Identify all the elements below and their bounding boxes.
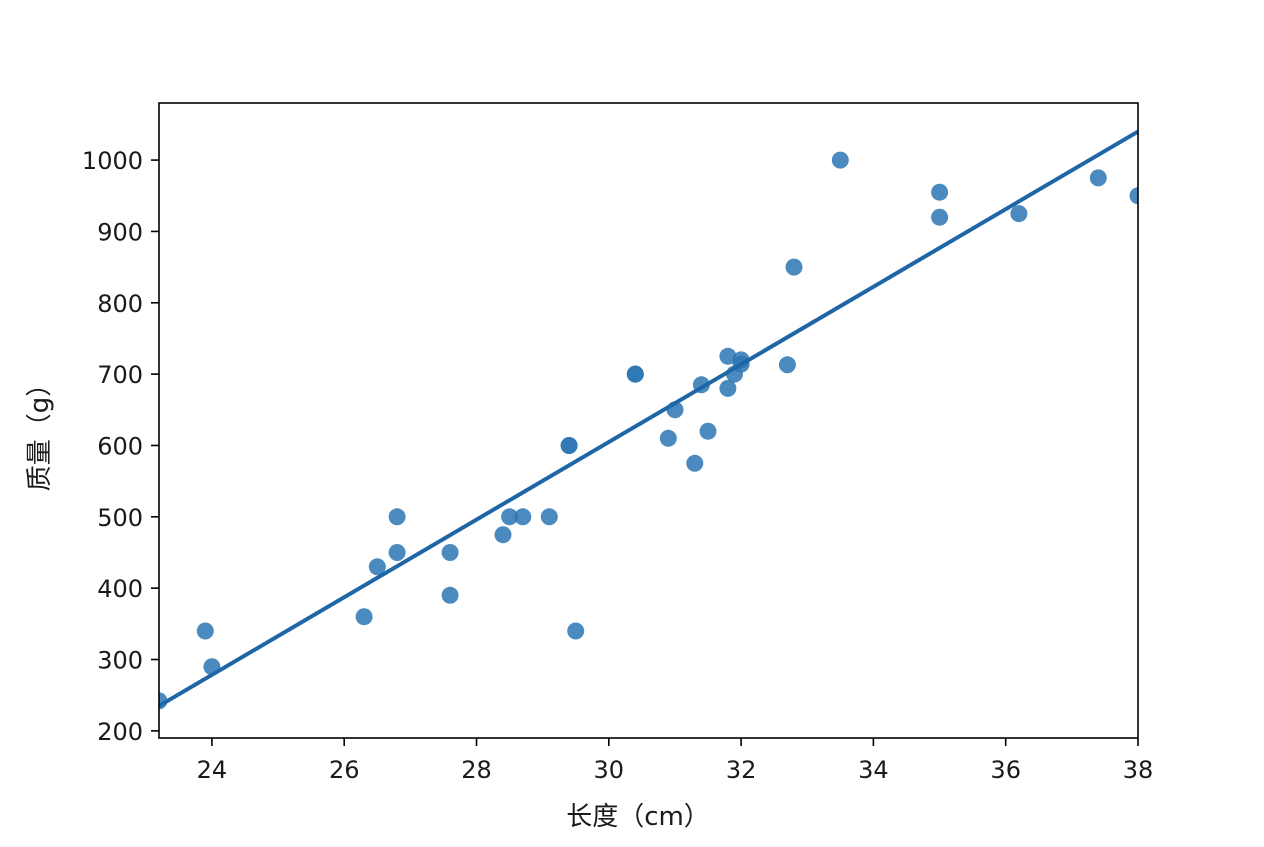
y-tick-label: 700 xyxy=(97,361,143,389)
x-tick-label: 28 xyxy=(461,756,492,784)
data-point xyxy=(355,608,373,626)
y-tick-label: 500 xyxy=(97,504,143,532)
data-point xyxy=(501,508,519,526)
data-point xyxy=(494,526,512,544)
y-tick-label: 800 xyxy=(97,290,143,318)
marks-layer xyxy=(159,129,1138,710)
y-tick-label: 300 xyxy=(97,647,143,675)
x-tick-label: 36 xyxy=(990,756,1021,784)
data-point xyxy=(1010,205,1028,223)
data-point xyxy=(196,622,214,640)
x-tick-label: 38 xyxy=(1123,756,1154,784)
x-tick-label: 32 xyxy=(726,756,757,784)
data-point xyxy=(626,365,644,383)
x-tick-label: 26 xyxy=(329,756,360,784)
data-point xyxy=(719,347,737,365)
y-tick-label: 600 xyxy=(97,432,143,460)
data-point xyxy=(699,422,717,440)
data-point xyxy=(1129,187,1138,205)
x-tick-label: 34 xyxy=(858,756,889,784)
x-axis-label: 长度（cm） xyxy=(566,802,710,832)
data-point xyxy=(441,586,459,604)
data-point xyxy=(540,508,558,526)
regression-line xyxy=(159,129,1138,708)
x-tick-label: 24 xyxy=(197,756,228,784)
y-tick-label: 400 xyxy=(97,575,143,603)
data-point xyxy=(567,622,585,640)
data-point xyxy=(778,356,796,374)
y-tick-label: 900 xyxy=(97,218,143,246)
data-point xyxy=(719,379,737,397)
data-point xyxy=(931,208,949,226)
data-point xyxy=(831,151,849,169)
x-tick-label: 30 xyxy=(594,756,625,784)
data-point xyxy=(560,437,578,454)
y-axis-label: 质量（g） xyxy=(25,371,55,492)
data-point xyxy=(514,508,532,526)
data-point xyxy=(785,258,803,276)
data-point xyxy=(441,544,459,561)
data-point xyxy=(388,508,406,526)
y-tick-label: 1000 xyxy=(82,147,143,175)
plot-frame xyxy=(158,102,1139,739)
data-point xyxy=(659,429,677,447)
data-point xyxy=(388,544,406,561)
data-point xyxy=(686,454,704,472)
data-point xyxy=(931,183,949,201)
y-tick-label: 200 xyxy=(97,718,143,746)
data-point xyxy=(1089,169,1107,187)
data-point xyxy=(368,558,386,576)
axes-layer: 24 26 28 30 32 34 36 38 200 300 400 500 600 700 800 900… xyxy=(82,102,1154,784)
